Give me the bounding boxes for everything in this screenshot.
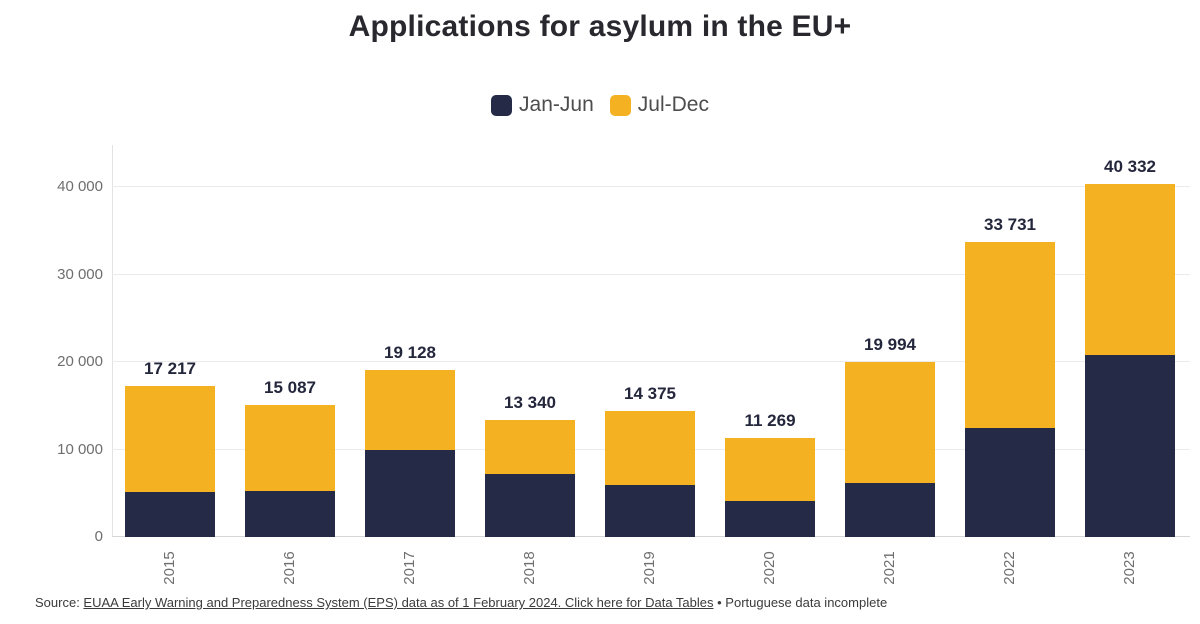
- bar-total-label-2020: 11 269: [744, 411, 796, 431]
- bar-2016-jul-dec[interactable]: [245, 405, 335, 491]
- bar-total-label-2016: 15 087: [264, 378, 316, 397]
- bar-total-label-2017: 19 128: [384, 342, 436, 362]
- bar-2021-jul-dec[interactable]: [845, 362, 935, 483]
- source-prefix: Source:: [35, 595, 84, 610]
- gridline-20000: [112, 361, 1190, 362]
- bar-2015-jan-jun[interactable]: [125, 491, 215, 537]
- y-tick-label-10000: 10 000: [57, 440, 103, 458]
- y-tick-label-0: 0: [94, 528, 103, 545]
- legend: Jan-Jun Jul-Dec: [0, 93, 1200, 117]
- bar-2015-jul-dec[interactable]: [125, 386, 215, 492]
- bar-2017-jan-jun[interactable]: [365, 449, 455, 537]
- chart-title: Applications for asylum in the EU+: [348, 10, 852, 43]
- bar-total-label-2019: 14 375: [624, 384, 676, 404]
- legend-label-jul-dec: Jul-Dec: [637, 93, 709, 116]
- bar-2023-jul-dec[interactable]: [1085, 184, 1175, 355]
- x-tick-label-2019: 2019: [641, 551, 658, 585]
- bar-2020-jul-dec[interactable]: [725, 438, 815, 502]
- x-tick-label-2020: 2020: [761, 551, 778, 585]
- x-tick-label-2023: 2023: [1121, 551, 1138, 585]
- source-suffix: • Portuguese data incomplete: [713, 595, 888, 610]
- bar-total-label-2015: 17 217: [144, 359, 196, 379]
- source-note: Source: EUAA Early Warning and Preparedn…: [35, 595, 887, 610]
- gridline-30000: [112, 273, 1190, 275]
- y-tick-label-20000: 20 000: [57, 353, 103, 370]
- bar-2016-jan-jun[interactable]: [245, 490, 335, 537]
- bar-2023-jan-jun[interactable]: [1085, 355, 1175, 537]
- y-axis-labels: 0 10 000 20 000 30 000 40 000: [0, 0, 103, 624]
- y-tick-label-40000: 40 000: [57, 178, 103, 195]
- y-tick-label-30000: 30 000: [57, 265, 103, 283]
- y-axis-line: [112, 145, 113, 537]
- bar-total-label-2022: 33 731: [984, 214, 1036, 234]
- legend-swatch-jul-dec: [609, 94, 631, 116]
- source-link[interactable]: EUAA Early Warning and Preparedness Syst…: [83, 595, 714, 610]
- x-tick-label-2022: 2022: [1001, 551, 1018, 585]
- bar-total-label-2018: 13 340: [504, 393, 556, 413]
- bar-2022-jan-jun[interactable]: [965, 427, 1055, 537]
- x-tick-label-2021: 2021: [881, 551, 898, 585]
- bar-2017-jul-dec[interactable]: [365, 369, 455, 450]
- bar-2019-jan-jun[interactable]: [605, 485, 695, 537]
- x-tick-label-2015: 2015: [161, 551, 178, 585]
- legend-item-jan-jun[interactable]: Jan-Jun: [491, 93, 594, 117]
- gridline-40000: [112, 186, 1190, 187]
- bar-2021-jan-jun[interactable]: [845, 482, 935, 537]
- bar-2020-jan-jun[interactable]: [725, 501, 815, 537]
- bar-2018-jan-jun[interactable]: [485, 474, 575, 537]
- bar-total-label-2023: 40 332: [1104, 157, 1156, 177]
- bar-2018-jul-dec[interactable]: [485, 420, 575, 474]
- bar-total-label-2021: 19 994: [864, 335, 916, 355]
- bar-2022-jul-dec[interactable]: [965, 241, 1055, 428]
- legend-swatch-jan-jun: [491, 94, 513, 116]
- plot-area: 17 217 15 087 19 128 13 340 14 375 11 269 19 9…: [112, 145, 1190, 537]
- x-tick-label-2016: 2016: [281, 551, 298, 585]
- legend-item-jul-dec[interactable]: Jul-Dec: [609, 93, 709, 117]
- bar-2019-jul-dec[interactable]: [605, 411, 695, 486]
- x-tick-label-2018: 2018: [521, 551, 538, 585]
- legend-label-jan-jun: Jan-Jun: [519, 93, 594, 116]
- x-tick-label-2017: 2017: [401, 551, 418, 585]
